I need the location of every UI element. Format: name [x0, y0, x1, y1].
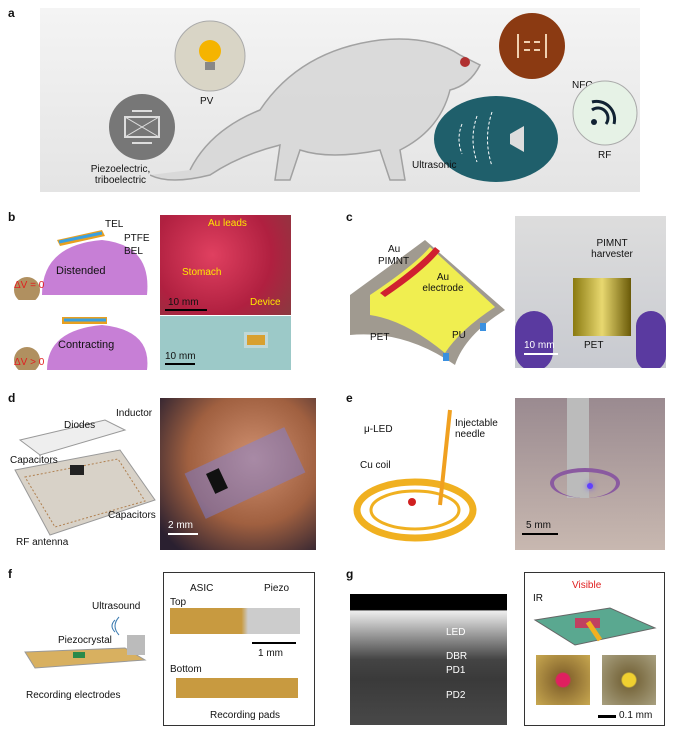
neural-dust-photo-box	[163, 572, 315, 726]
label-ultrasonic: Ultrasonic	[412, 160, 457, 171]
label-pu: PU	[452, 330, 466, 341]
label-inductor: Inductor	[116, 408, 153, 419]
label-ir: IR	[533, 593, 543, 604]
stomach-distended-diagram	[14, 230, 148, 300]
scale-label: 2 mm	[168, 520, 193, 531]
scale-bar	[524, 353, 558, 355]
label-rf: RF	[598, 150, 612, 161]
piezo-icon	[109, 94, 175, 160]
label-top: Top	[170, 597, 187, 608]
label-recording-electrodes: Recording electrodes	[26, 690, 121, 701]
label-bottom: Bottom	[170, 664, 202, 675]
panel-label-d: d	[8, 391, 16, 405]
label-injectable-needle: Injectable needle	[455, 418, 498, 440]
label-ultrasound: Ultrasound	[92, 601, 141, 612]
sem-cross-section	[350, 594, 507, 725]
label-led-layer: LED	[446, 627, 466, 638]
label-ptfe: PTFE	[124, 233, 150, 244]
label-tel: TEL	[105, 219, 124, 230]
panel-label-e: e	[346, 391, 353, 405]
label-pimnt: PIMNT	[378, 256, 410, 267]
label-capacitors-left: Capacitors	[10, 455, 58, 466]
label-stomach: Stomach	[182, 267, 222, 278]
panel-label-g: g	[346, 567, 354, 581]
rat-illustration	[150, 38, 482, 181]
device-photo	[160, 316, 291, 370]
scale-label: 10 mm	[524, 340, 555, 351]
pv-bulb-icon	[174, 20, 246, 92]
panel-label-c: c	[346, 210, 353, 224]
label-au-electrode: Au electrode	[422, 272, 464, 294]
pimnt-harvester-diagram	[350, 240, 505, 365]
rf-device-diagram	[14, 419, 156, 536]
label-micro-led: μ-LED	[364, 424, 393, 435]
chip-photo-red	[536, 655, 590, 705]
led-chip-diagram	[533, 607, 657, 646]
label-visible: Visible	[572, 580, 602, 591]
label-au-leads: Au leads	[208, 218, 247, 229]
scale-label: 10 mm	[168, 297, 199, 308]
stomach-photo	[160, 215, 291, 315]
label-capacitors-right: Capacitors	[108, 510, 156, 521]
label-au: Au	[388, 244, 401, 255]
label-dv-positive: ΔV > 0	[14, 357, 45, 368]
optoelectronic-box	[524, 572, 665, 726]
label-pd1-layer: PD1	[446, 665, 466, 676]
scale-label: 1 mm	[258, 648, 283, 659]
label-bel: BEL	[124, 246, 143, 257]
rf-wireless-icon	[572, 80, 638, 146]
optogenetic-device-photo	[515, 398, 665, 550]
scale-bar	[165, 363, 195, 365]
panel-label-f: f	[8, 567, 12, 581]
scale-label: 0.1 mm	[619, 710, 653, 721]
nfc-coil-icon	[499, 13, 565, 79]
label-rf-antenna: RF antenna	[16, 537, 69, 548]
chip-photo-yellow	[602, 655, 656, 705]
scale-bar	[252, 642, 296, 644]
pimnt-harvester-photo	[515, 216, 666, 368]
label-cu-coil: Cu coil	[360, 460, 391, 471]
scale-bar	[165, 309, 207, 311]
label-piezo: Piezoelectric, triboelectric	[90, 164, 151, 186]
stomach-contracting-diagram	[14, 317, 148, 370]
label-asic: ASIC	[190, 583, 214, 594]
label-contracting: Contracting	[58, 339, 115, 351]
neural-dust-diagram	[24, 616, 147, 669]
top-photo	[170, 608, 300, 634]
ultrasonic-icon	[434, 96, 558, 182]
scale-bar	[598, 715, 616, 718]
scale-label: 5 mm	[526, 520, 551, 531]
scale-bar	[522, 533, 558, 535]
label-pimnt-harvester: PIMNT harvester	[591, 238, 633, 260]
label-device: Device	[250, 297, 281, 308]
label-nfc: NFC	[572, 80, 593, 91]
label-piezocrystal: Piezocrystal	[58, 635, 112, 646]
optogenetic-device-diagram	[353, 409, 477, 542]
label-diodes: Diodes	[64, 420, 96, 431]
rf-device-photo	[160, 398, 316, 550]
label-pd2-layer: PD2	[446, 690, 466, 701]
label-pet: PET	[370, 332, 390, 343]
scale-bar	[168, 533, 198, 535]
label-dv-zero: ΔV = 0	[14, 280, 45, 291]
panel-label-a: a	[8, 6, 15, 20]
label-dbr-layer: DBR	[446, 651, 468, 662]
label-distended: Distended	[56, 265, 106, 277]
label-pv: PV	[200, 96, 214, 107]
label-pet-photo: PET	[584, 340, 604, 351]
bottom-photo	[176, 678, 298, 698]
label-recording-pads: Recording pads	[210, 710, 281, 721]
label-piezo: Piezo	[264, 583, 290, 594]
panel-label-b: b	[8, 210, 16, 224]
scale-label: 10 mm	[165, 351, 196, 362]
